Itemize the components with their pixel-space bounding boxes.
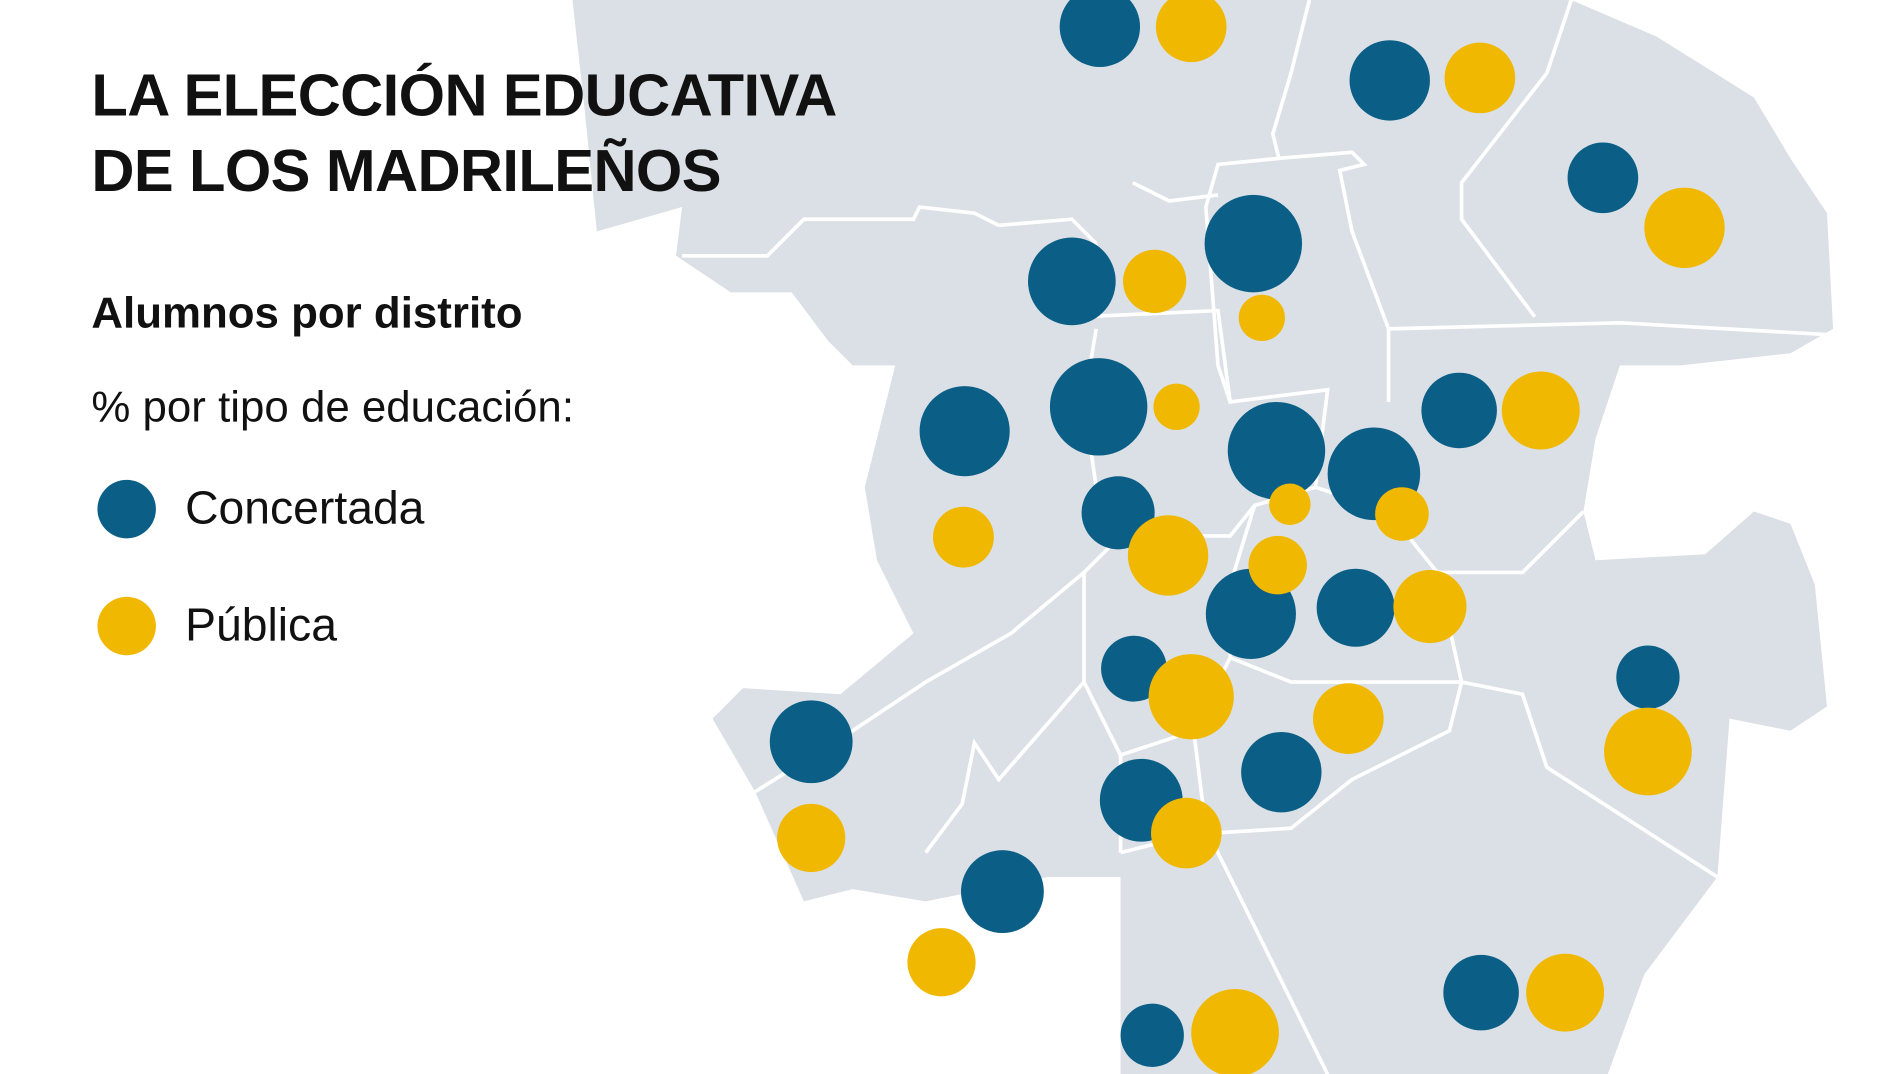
title-line-2: DE LOS MADRILEÑOS — [91, 138, 721, 205]
publica-bubble — [1127, 515, 1209, 596]
publica-bubble — [1122, 249, 1187, 314]
publica-bubble — [1501, 371, 1580, 450]
publica-dot-icon — [97, 596, 156, 656]
publica-bubble — [1191, 989, 1279, 1074]
publica-bubble — [1148, 654, 1234, 740]
concertada-bubble — [919, 386, 1010, 477]
publica-bubble — [1526, 953, 1605, 1032]
publica-bubble — [1393, 570, 1467, 644]
legend-item-concertada: Concertada — [97, 479, 424, 540]
concertada-bubble — [1421, 372, 1497, 449]
concertada-bubble — [1443, 954, 1519, 1031]
concertada-bubble — [1241, 732, 1322, 813]
title-line-1: LA ELECCIÓN EDUCATIVA — [91, 63, 837, 130]
subtitle: Alumnos por distrito — [91, 287, 523, 338]
publica-bubble — [932, 506, 994, 568]
concertada-bubble — [1059, 0, 1141, 67]
legend-item-publica: Pública — [97, 596, 337, 657]
publica-bubble — [777, 803, 846, 873]
publica-bubble — [1151, 797, 1222, 869]
publica-bubble — [1269, 483, 1311, 525]
publica-bubble — [1248, 535, 1307, 595]
concertada-bubble — [1227, 401, 1326, 500]
publica-bubble — [1375, 487, 1429, 541]
publica-bubble — [1153, 383, 1200, 430]
publica-bubble — [907, 928, 976, 997]
legend-label: Concertada — [185, 482, 425, 535]
concertada-bubble — [769, 700, 853, 784]
concertada-bubble — [1316, 568, 1395, 647]
concertada-bubble — [1049, 358, 1148, 456]
legend-label: Pública — [185, 599, 337, 652]
concertada-bubble — [1567, 142, 1639, 214]
publica-bubble — [1444, 42, 1516, 114]
publica-bubble — [1313, 683, 1384, 754]
publica-bubble — [1155, 0, 1227, 63]
legend-description: % por tipo de educación: — [91, 381, 575, 432]
concertada-bubble — [1349, 40, 1430, 121]
concertada-bubble — [1027, 237, 1116, 326]
concertada-bubble — [1204, 194, 1303, 293]
publica-bubble — [1644, 187, 1725, 268]
publica-bubble — [1238, 294, 1285, 342]
concertada-dot-icon — [97, 479, 156, 539]
publica-bubble — [1604, 707, 1692, 796]
concertada-bubble — [1120, 1003, 1184, 1067]
concertada-bubble — [1616, 645, 1680, 709]
map-title: LA ELECCIÓN EDUCATIVA DE LOS MADRILEÑOS — [91, 58, 837, 209]
concertada-bubble — [961, 850, 1044, 933]
